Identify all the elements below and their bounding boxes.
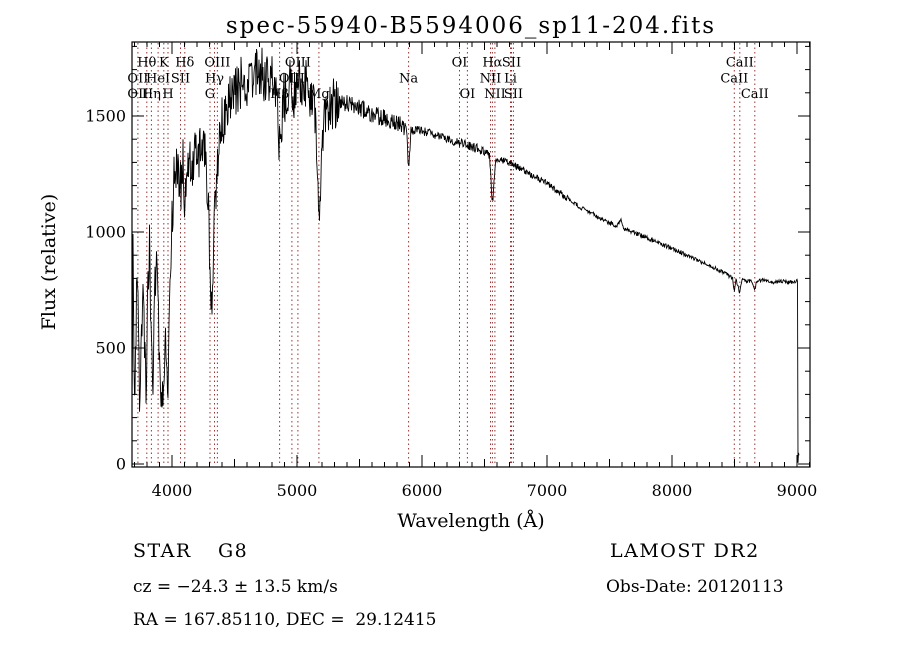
- spectral-line-label: Hθ: [137, 56, 156, 71]
- spectral-line-markers-layer: [137, 43, 756, 466]
- spectral-line-label: Hγ: [205, 72, 224, 87]
- object-class-label: STAR: [133, 540, 192, 562]
- x-tick-label: 6000: [402, 481, 443, 500]
- spectral-line-label: H: [162, 87, 173, 102]
- spectral-line-label: OII: [127, 87, 148, 102]
- cz-value: cz = −24.3 ± 13.5 km/s: [133, 577, 338, 597]
- survey-label: LAMOST DR2: [610, 540, 760, 562]
- spectral-line-label: OI: [460, 87, 476, 102]
- spectral-line-label: OIII: [285, 56, 311, 71]
- y-tick-label: 500: [95, 339, 126, 358]
- spectral-line-label: K: [159, 56, 169, 71]
- spectral-line-label: Hα: [482, 56, 502, 71]
- spectral-line-label: Hη: [142, 87, 161, 102]
- spectral-line-label: Hδ: [175, 56, 194, 71]
- spectral-line-label: OIII: [279, 72, 305, 87]
- spectral-line-label: NII: [484, 87, 506, 102]
- spectrum-trace: [131, 47, 800, 463]
- spectral-line-label: Hβ: [270, 87, 289, 102]
- ra-dec-value: RA = 167.85110, DEC = 29.12415: [133, 610, 437, 630]
- x-tick-label: 7000: [527, 481, 568, 500]
- y-tick-label: 1000: [85, 223, 126, 242]
- spectrum-trace-layer: [131, 47, 800, 463]
- y-tick-label: 1500: [85, 107, 126, 126]
- spectral-line-label: G: [205, 87, 215, 102]
- spectral-line-label: CaII: [726, 56, 754, 71]
- spectral-line-label: OI: [452, 56, 468, 71]
- spectral-line-label: SII: [504, 87, 523, 102]
- spectral-line-label: OII: [127, 72, 148, 87]
- plot-title: spec-55940-B5594006_sp11-204.fits: [226, 13, 716, 39]
- spectral-line-label: SII: [171, 72, 190, 87]
- x-axis-label: Wavelength (Å): [397, 510, 544, 532]
- x-tick-label: 4000: [152, 481, 193, 500]
- x-tick-label: 8000: [652, 481, 693, 500]
- plot-frame: [131, 41, 811, 468]
- spectral-line-label: Li: [504, 72, 517, 87]
- obs-date-value: Obs-Date: 20120113: [606, 577, 784, 597]
- spectral-line-label: OIII: [204, 56, 230, 71]
- spectral-line-label: CaII: [720, 72, 748, 87]
- x-tick-label: 9000: [777, 481, 818, 500]
- x-tick-label: 5000: [277, 481, 318, 500]
- spectral-line-label: HeI: [146, 72, 170, 87]
- axis-ticks-layer: [132, 42, 810, 467]
- object-subclass-label: G8: [218, 540, 248, 562]
- spectral-line-label: CaII: [741, 87, 769, 102]
- y-tick-label: 0: [116, 455, 126, 474]
- spectral-line-label: Mg: [308, 87, 330, 102]
- spectral-line-label: SII: [502, 56, 521, 71]
- spectral-line-label: NII: [480, 72, 502, 87]
- tick-labels-layer: 4000 5000 6000 7000 8000 9000 0 500 1000 1500: [85, 107, 817, 501]
- spectral-line-label: Na: [399, 72, 418, 87]
- y-axis-label: Flux (relative): [38, 194, 60, 331]
